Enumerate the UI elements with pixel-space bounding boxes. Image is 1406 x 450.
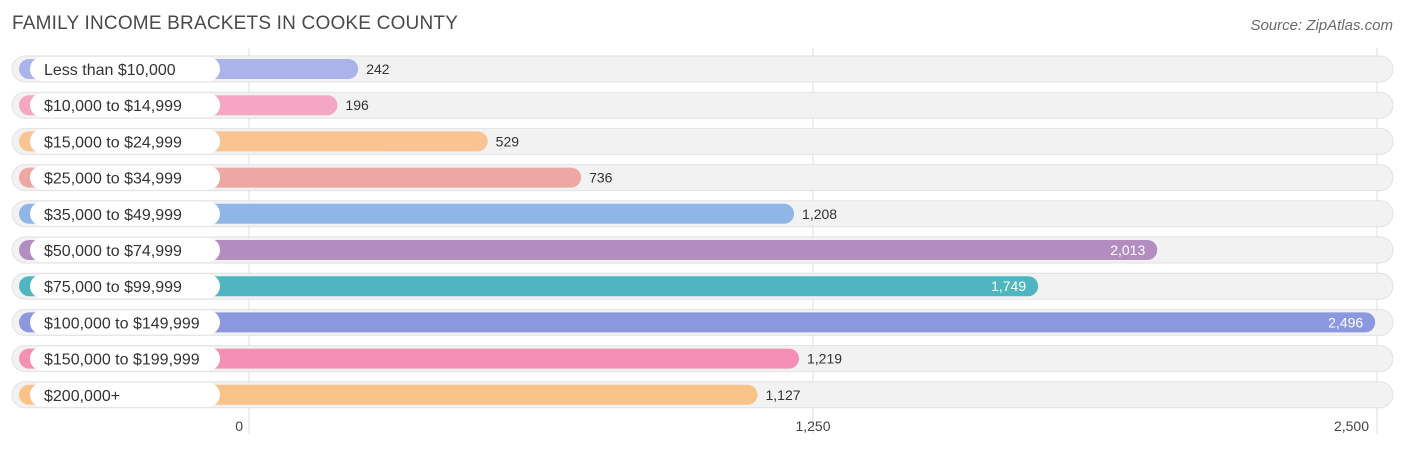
category-label-pill (30, 346, 220, 371)
category-label: Less than $10,000 (44, 62, 176, 79)
category-label: $25,000 to $34,999 (44, 171, 182, 188)
value-label: 736 (589, 170, 613, 186)
category-label: $35,000 to $49,999 (44, 207, 182, 224)
value-label: 1,127 (766, 387, 801, 403)
bar-rows: Less than $10,000 242 $10,000 to $14,999 19… (11, 55, 1394, 409)
chart-source: Source: ZipAtlas.com (1250, 17, 1393, 34)
bar (19, 240, 1158, 260)
category-label-pill (30, 382, 220, 407)
value-label: 242 (366, 61, 390, 77)
x-axis-ticks: 0 1,250 2,500 (235, 418, 1369, 434)
value-label: 1,219 (807, 351, 842, 367)
category-label: $15,000 to $24,999 (44, 134, 182, 151)
category-label-pill (30, 310, 220, 335)
row-track (11, 55, 1394, 83)
bar (19, 312, 1376, 333)
value-label: 1,208 (802, 206, 837, 222)
category-label: $50,000 to $74,999 (44, 243, 182, 260)
category-label-pill (30, 165, 220, 190)
category-label: $75,000 to $99,999 (44, 279, 182, 296)
category-label: $150,000 to $199,999 (44, 352, 200, 369)
value-label: 529 (496, 133, 520, 149)
x-tick-label: 0 (235, 418, 243, 434)
category-label-pill (30, 238, 220, 262)
category-label-pill (30, 201, 220, 226)
category-label: $100,000 to $149,999 (44, 315, 200, 332)
x-tick-label: 2,500 (1334, 418, 1369, 434)
category-label-pill (30, 274, 220, 299)
row-track (11, 91, 1394, 119)
category-label: $200,000+ (44, 388, 120, 405)
category-label-pill (30, 129, 220, 154)
value-label: 2,496 (1328, 314, 1363, 330)
value-label: 196 (345, 97, 369, 113)
value-label: 1,749 (991, 278, 1026, 294)
bar (19, 276, 1039, 297)
value-label: 2,013 (1110, 242, 1145, 258)
category-label: $10,000 to $14,999 (44, 98, 182, 115)
chart-title: FAMILY INCOME BRACKETS IN COOKE COUNTY (12, 13, 458, 34)
x-tick-label: 1,250 (795, 418, 830, 434)
category-label-pill (30, 57, 220, 81)
category-label-pill (30, 93, 220, 118)
